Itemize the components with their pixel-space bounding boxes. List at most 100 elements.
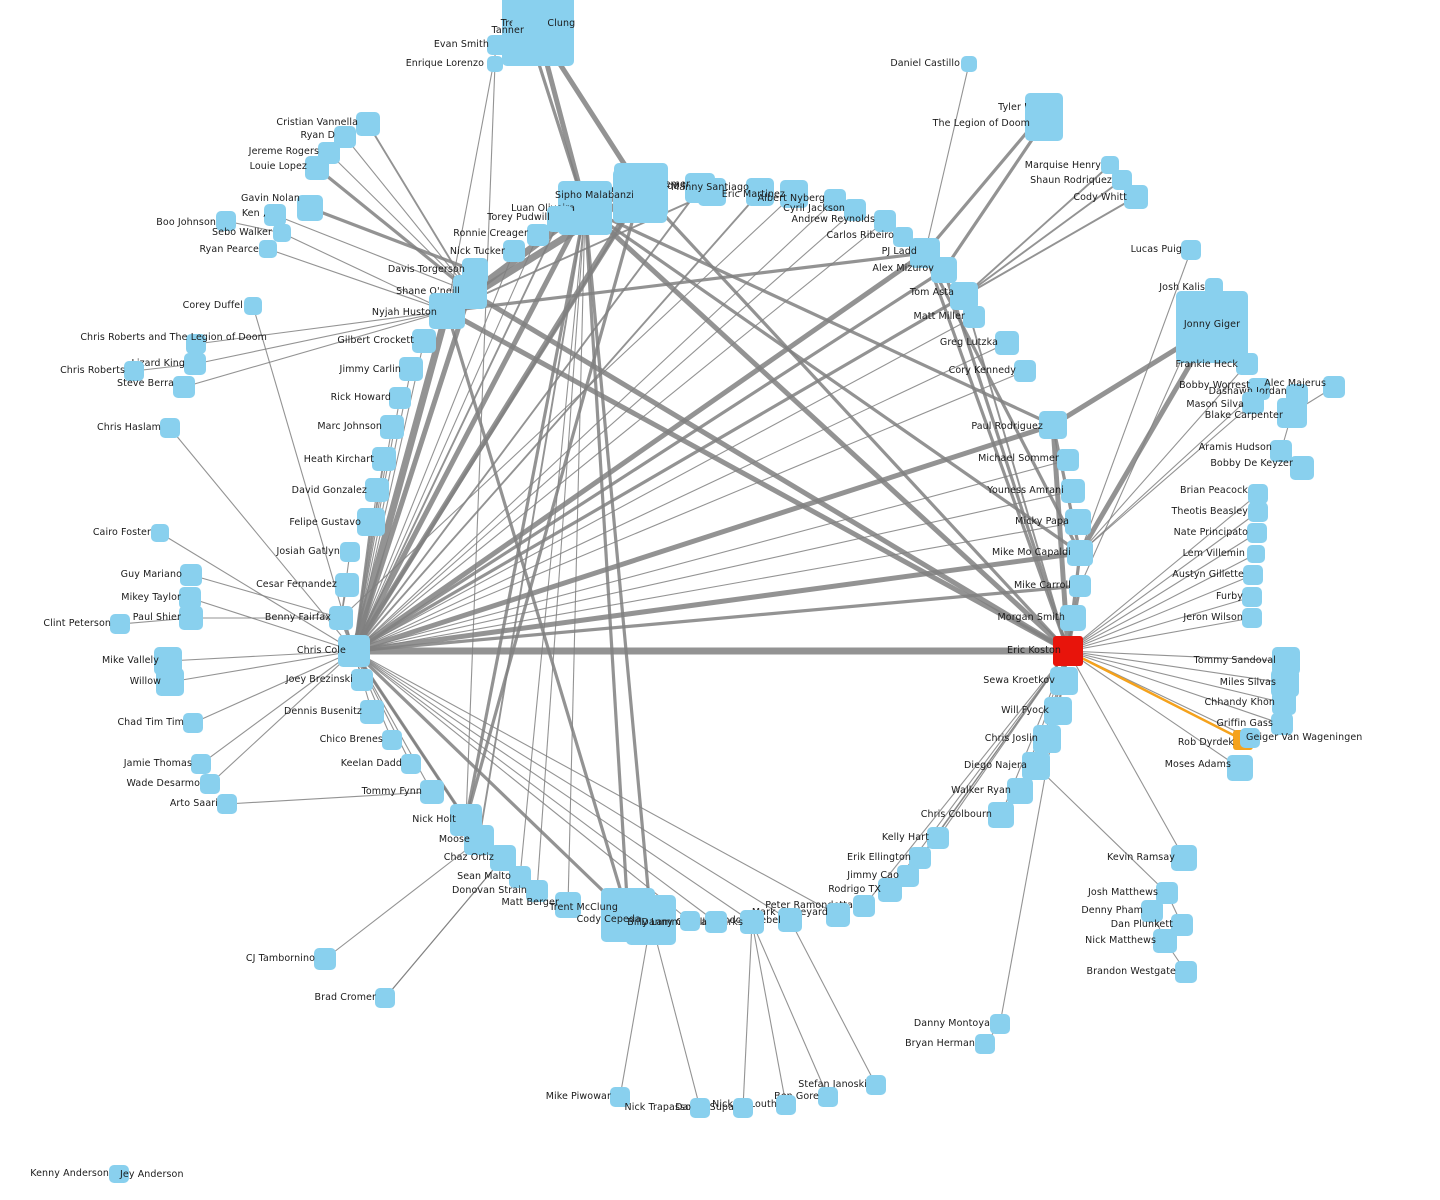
graph-node[interactable] <box>1022 752 1050 780</box>
graph-node[interactable] <box>334 126 356 148</box>
graph-node[interactable] <box>382 730 402 750</box>
graph-node[interactable] <box>988 802 1014 828</box>
graph-node[interactable] <box>1057 449 1079 471</box>
graph-node[interactable] <box>927 827 949 849</box>
graph-node[interactable] <box>1065 509 1091 535</box>
graph-node[interactable] <box>527 224 549 246</box>
graph-node[interactable] <box>1248 502 1268 522</box>
graph-node[interactable] <box>931 257 957 283</box>
graph-node[interactable] <box>1153 929 1177 953</box>
graph-node[interactable] <box>878 878 902 902</box>
graph-node[interactable] <box>389 387 411 409</box>
graph-node[interactable] <box>509 866 531 888</box>
graph-node[interactable] <box>824 189 846 211</box>
graph-node[interactable] <box>1171 845 1197 871</box>
graph-node[interactable] <box>740 910 764 934</box>
graph-node[interactable] <box>1290 456 1314 480</box>
graph-node[interactable] <box>487 56 503 72</box>
graph-node[interactable] <box>156 668 184 696</box>
graph-node[interactable] <box>897 865 919 887</box>
graph-node[interactable] <box>487 35 507 55</box>
graph-node[interactable] <box>401 754 421 774</box>
graph-node[interactable] <box>1171 914 1193 936</box>
graph-node[interactable] <box>1323 376 1345 398</box>
graph-node[interactable] <box>340 542 360 562</box>
graph-node[interactable] <box>1248 484 1268 504</box>
graph-node[interactable] <box>110 614 130 634</box>
graph-node[interactable] <box>1242 587 1262 607</box>
graph-node[interactable] <box>963 306 985 328</box>
graph-node[interactable] <box>555 892 581 918</box>
graph-node[interactable] <box>746 178 774 206</box>
graph-node[interactable] <box>1156 882 1178 904</box>
graph-node[interactable] <box>375 988 395 1008</box>
graph-node[interactable] <box>1124 185 1148 209</box>
graph-node[interactable] <box>1025 103 1063 141</box>
graph-node[interactable] <box>1069 575 1091 597</box>
graph-node[interactable] <box>1270 440 1292 462</box>
graph-node[interactable] <box>685 173 715 203</box>
graph-node[interactable] <box>1007 778 1033 804</box>
graph-node[interactable] <box>1242 608 1262 628</box>
graph-node[interactable] <box>512 18 548 54</box>
graph-node[interactable] <box>1247 523 1267 543</box>
graph-node[interactable] <box>1067 540 1093 566</box>
graph-node[interactable] <box>151 524 169 542</box>
graph-node[interactable] <box>1240 728 1260 748</box>
graph-node[interactable] <box>259 240 277 258</box>
graph-node[interactable] <box>329 606 353 630</box>
graph-node[interactable] <box>1242 392 1264 414</box>
graph-node[interactable] <box>610 1087 630 1107</box>
graph-node[interactable] <box>613 169 667 223</box>
graph-node[interactable] <box>273 224 291 242</box>
graph-node[interactable] <box>995 331 1019 355</box>
graph-node[interactable] <box>690 1098 710 1118</box>
graph-node[interactable] <box>1243 565 1263 585</box>
graph-node[interactable] <box>124 361 144 381</box>
graph-node[interactable] <box>1236 353 1258 375</box>
graph-node[interactable] <box>680 911 700 931</box>
graph-node[interactable] <box>314 948 336 970</box>
graph-node[interactable] <box>778 908 802 932</box>
graph-node[interactable] <box>503 240 525 262</box>
graph-node[interactable] <box>1181 240 1201 260</box>
graph-node[interactable] <box>1277 398 1307 428</box>
graph-node[interactable] <box>351 669 373 691</box>
graph-node[interactable] <box>547 206 573 232</box>
graph-node[interactable] <box>733 1098 753 1118</box>
graph-node[interactable] <box>950 282 978 310</box>
graph-node[interactable] <box>372 447 396 471</box>
graph-node[interactable] <box>399 357 423 381</box>
graph-node[interactable] <box>160 418 180 438</box>
graph-node[interactable] <box>111 1165 129 1183</box>
graph-node[interactable] <box>1014 360 1036 382</box>
graph-node[interactable] <box>1053 636 1083 666</box>
graph-node[interactable] <box>264 204 286 226</box>
graph-node[interactable] <box>705 911 727 933</box>
graph-node[interactable] <box>216 211 236 231</box>
graph-node[interactable] <box>1101 156 1119 174</box>
graph-node[interactable] <box>356 112 380 136</box>
graph-node[interactable] <box>780 180 808 208</box>
graph-node[interactable] <box>1176 291 1248 363</box>
graph-node[interactable] <box>183 713 203 733</box>
graph-node[interactable] <box>464 825 494 855</box>
graph-node[interactable] <box>1061 479 1085 503</box>
graph-node[interactable] <box>961 56 977 72</box>
graph-node[interactable] <box>305 156 329 180</box>
graph-node[interactable] <box>990 1014 1010 1034</box>
graph-node[interactable] <box>179 606 203 630</box>
graph-node[interactable] <box>191 754 211 774</box>
graph-node[interactable] <box>412 329 436 353</box>
graph-node[interactable] <box>357 508 385 536</box>
graph-node[interactable] <box>365 478 389 502</box>
graph-node[interactable] <box>380 415 404 439</box>
graph-node[interactable] <box>1044 697 1072 725</box>
graph-node[interactable] <box>1175 961 1197 983</box>
graph-node[interactable] <box>180 564 202 586</box>
graph-node[interactable] <box>360 700 384 724</box>
graph-node[interactable] <box>1271 713 1293 735</box>
graph-node[interactable] <box>335 573 359 597</box>
graph-node[interactable] <box>184 353 206 375</box>
